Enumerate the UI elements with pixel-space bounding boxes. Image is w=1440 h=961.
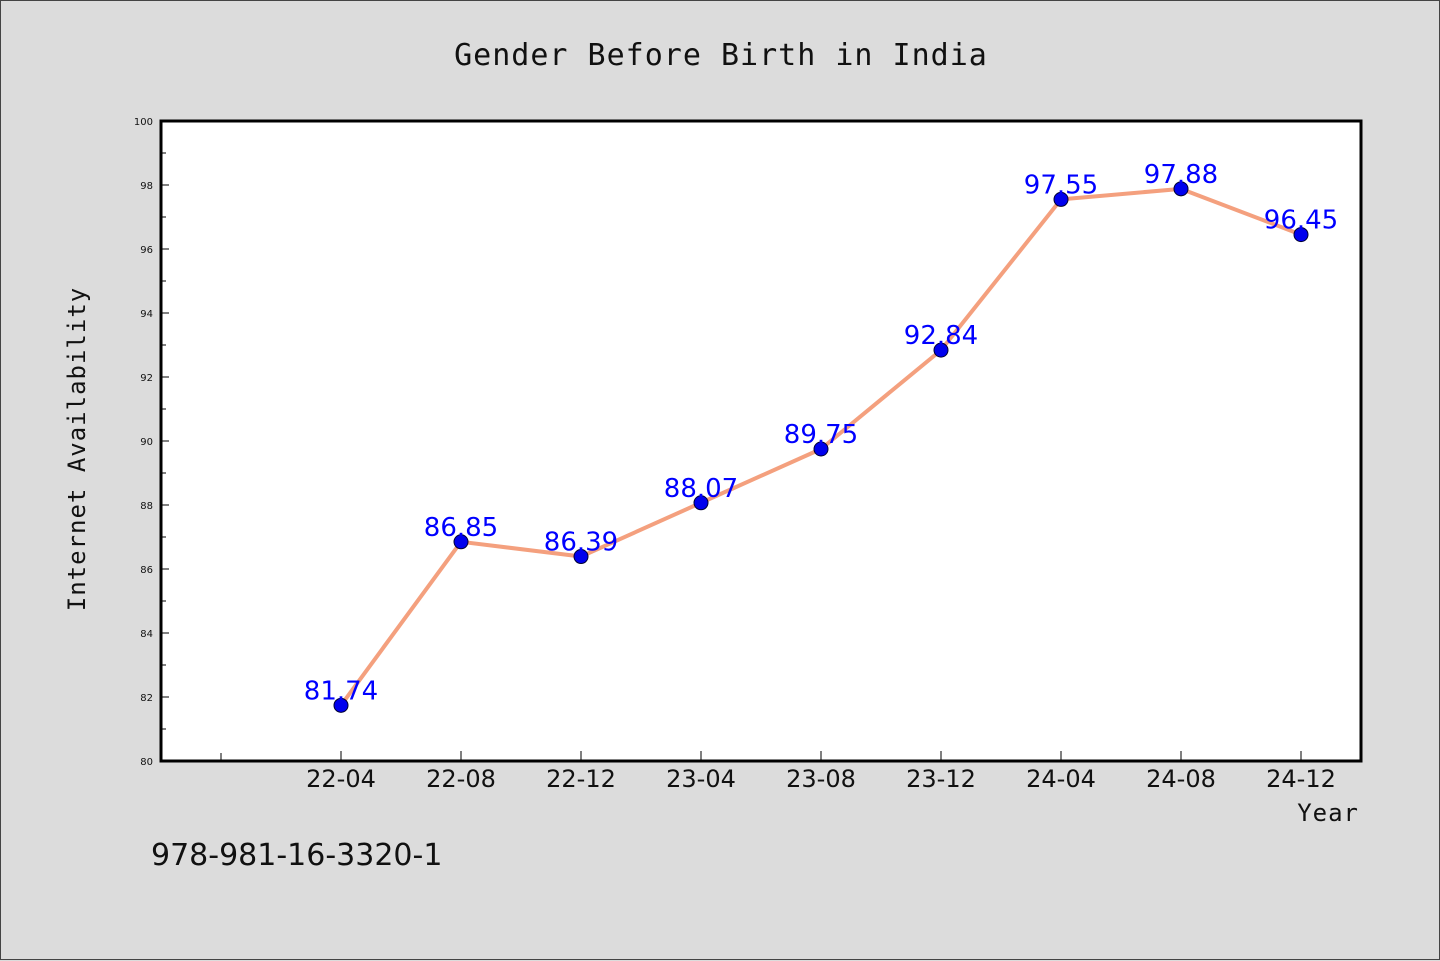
data-point xyxy=(1293,227,1309,243)
y-tick-label: 92 xyxy=(140,373,153,384)
x-tick-label: 24-08 xyxy=(1146,765,1216,793)
x-tick-label: 22-04 xyxy=(306,765,376,793)
data-label: 86.39 xyxy=(544,528,618,558)
y-tick-label: 88 xyxy=(140,501,153,512)
y-tick-label: 94 xyxy=(140,309,153,320)
y-tick-label: 86 xyxy=(140,565,153,576)
data-point xyxy=(453,534,469,550)
y-axis-label: Internet Availability xyxy=(63,287,91,611)
y-axis: 80 82 84 86 88 90 92 94 96 98 100 xyxy=(134,117,169,768)
data-point xyxy=(933,342,949,358)
x-tick-label: 22-12 xyxy=(546,765,616,793)
data-point xyxy=(693,495,709,511)
data-point xyxy=(333,697,349,713)
y-tick-label: 96 xyxy=(140,245,153,256)
x-tick-label: 24-12 xyxy=(1266,765,1336,793)
y-tick-label: 98 xyxy=(140,181,153,192)
data-label: 96.45 xyxy=(1264,206,1338,236)
plot-area xyxy=(159,119,1363,763)
x-tick-label: 23-08 xyxy=(786,765,856,793)
y-tick-label: 80 xyxy=(140,757,153,768)
data-label: 88.07 xyxy=(664,474,738,504)
x-tick-label: 24-04 xyxy=(1026,765,1096,793)
y-tick-label: 84 xyxy=(140,629,153,640)
data-point xyxy=(813,441,829,457)
x-tick-label: 23-12 xyxy=(906,765,976,793)
data-point xyxy=(1173,181,1189,197)
footer-isbn: 978-981-16-3320-1 xyxy=(151,838,442,873)
x-axis: 22-04 22-08 22-12 23-04 23-08 23-12 24-04 24-08… xyxy=(220,751,1336,793)
series-layer: 81.74 86.85 86.39 88.07 89.75 92.84 97.55 97.88… xyxy=(304,160,1338,713)
data-label: 81.74 xyxy=(304,676,378,706)
y-tick-label: 90 xyxy=(140,437,153,448)
y-tick-label: 100 xyxy=(134,117,153,128)
x-axis-label: Year xyxy=(1297,799,1359,827)
chart-title: Gender Before Birth in India xyxy=(454,38,988,73)
data-label: 92.84 xyxy=(904,321,978,351)
data-point xyxy=(1053,191,1069,207)
data-label: 97.55 xyxy=(1024,170,1098,200)
data-label: 97.88 xyxy=(1144,160,1218,190)
data-point xyxy=(573,549,589,565)
x-tick-label: 22-08 xyxy=(426,765,496,793)
data-label: 86.85 xyxy=(424,513,498,543)
y-tick-label: 82 xyxy=(140,693,153,704)
x-tick-label: 23-04 xyxy=(666,765,736,793)
data-label: 89.75 xyxy=(784,420,858,450)
